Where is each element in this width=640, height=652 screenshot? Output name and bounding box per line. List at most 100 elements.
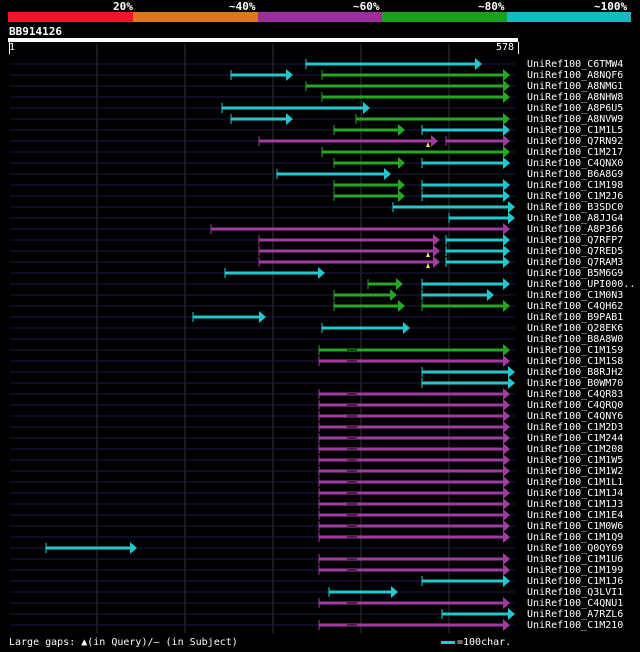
hit-label[interactable]: UniRef100_UPI000.. (527, 279, 636, 290)
legend-label-40: ~40% (229, 0, 256, 13)
hit-arrowhead (503, 256, 510, 268)
hit-label[interactable]: UniRef100_A8P366 (527, 224, 624, 235)
hit-label[interactable]: UniRef100_C1M0W6 (527, 521, 624, 532)
hit-arrowhead (503, 498, 510, 510)
hit-arrowhead (503, 80, 510, 92)
hit-label[interactable]: UniRef100_A7RZL6 (527, 609, 624, 620)
hit-arrowhead (433, 245, 440, 257)
hit-label[interactable]: UniRef100_B6A8G9 (527, 169, 624, 180)
hit-label[interactable]: UniRef100_C1M1U6 (527, 554, 624, 565)
hit-arrowhead (431, 135, 438, 147)
hit-arrowhead (503, 421, 510, 433)
hit-label[interactable]: UniRef100_C1M1L5 (527, 125, 624, 136)
hit-label[interactable]: UniRef100_B8A8W0 (527, 334, 624, 345)
hit-arrowhead (503, 520, 510, 532)
hit-arrowhead (503, 432, 510, 444)
hit-label[interactable]: UniRef100_C1M210 (527, 620, 624, 631)
hit-label[interactable]: UniRef100_C1M1E4 (527, 510, 624, 521)
hit-arrowhead (398, 190, 405, 202)
hit-label[interactable]: UniRef100_C1M1J6 (527, 576, 624, 587)
query-gap-marker (426, 252, 430, 257)
hit-arrowhead (503, 91, 510, 103)
hit-label[interactable]: UniRef100_Q28EK6 (527, 323, 624, 334)
hit-label[interactable]: UniRef100_Q7RFP7 (527, 235, 624, 246)
gap-legend: Large gaps: ▲(in Query)/— (in Subject) (9, 637, 238, 648)
scale-legend-text: =100char. (457, 637, 512, 648)
hit-label[interactable]: UniRef100_C1M2J6 (527, 191, 624, 202)
hit-label[interactable]: UniRef100_C1M1W5 (527, 455, 624, 466)
hit-label[interactable]: UniRef100_B8RJH2 (527, 367, 624, 378)
hit-arrowhead (508, 366, 515, 378)
hit-label[interactable]: UniRef100_C4QRQ0 (527, 400, 624, 411)
hit-label[interactable]: UniRef100_Q7RAM3 (527, 257, 624, 268)
hit-label[interactable]: UniRef100_C1M1W2 (527, 466, 624, 477)
hit-label[interactable]: UniRef100_Q0QY69 (527, 543, 624, 554)
hit-arrowhead (259, 311, 266, 323)
hit-arrowhead (503, 443, 510, 455)
hit-label[interactable]: UniRef100_C6TMW4 (527, 59, 624, 70)
scale-start-label: 1 (9, 42, 16, 53)
hit-arrowhead (503, 234, 510, 246)
hit-arrowhead (503, 113, 510, 125)
hit-arrowhead (508, 377, 515, 389)
hit-label[interactable]: UniRef100_C1M1S8 (527, 356, 624, 367)
hit-arrowhead (398, 124, 405, 136)
hit-arrowhead (503, 223, 510, 235)
hit-label[interactable]: UniRef100_B5M6G9 (527, 268, 624, 279)
legend-segment-40 (133, 12, 258, 22)
query-gap-marker (426, 142, 430, 147)
hit-label[interactable]: UniRef100_C1M1L1 (527, 477, 624, 488)
hit-label[interactable]: UniRef100_A8JJG4 (527, 213, 624, 224)
hit-label[interactable]: UniRef100_A8NQF6 (527, 70, 624, 81)
hit-arrowhead (503, 575, 510, 587)
hit-arrowhead (503, 388, 510, 400)
hit-label[interactable]: UniRef100_Q7RN92 (527, 136, 624, 147)
hit-label[interactable]: UniRef100_C1M199 (527, 565, 624, 576)
hit-label[interactable]: UniRef100_C1M2D3 (527, 422, 624, 433)
hit-label[interactable]: UniRef100_Q7RED5 (527, 246, 624, 257)
hit-label[interactable]: UniRef100_B0WM70 (527, 378, 624, 389)
legend-label-80: ~80% (478, 0, 505, 13)
hit-arrowhead (384, 168, 391, 180)
hit-arrowhead (391, 586, 398, 598)
hit-arrowhead (503, 531, 510, 543)
legend-label-20: 20% (113, 0, 133, 13)
hit-label[interactable]: UniRef100_C1M1S9 (527, 345, 624, 356)
identity-color-legend (8, 12, 631, 22)
hit-label[interactable]: UniRef100_A8NVW9 (527, 114, 624, 125)
hit-arrowhead (363, 102, 370, 114)
hit-label[interactable]: UniRef100_C4QNY6 (527, 411, 624, 422)
hit-arrowhead (503, 476, 510, 488)
hit-label[interactable]: UniRef100_C4QH62 (527, 301, 624, 312)
hit-label[interactable]: UniRef100_C1M208 (527, 444, 624, 455)
hit-label[interactable]: UniRef100_A8NMG1 (527, 81, 624, 92)
hit-arrowhead (398, 300, 405, 312)
hit-label[interactable]: UniRef100_C1M1Q9 (527, 532, 624, 543)
hit-arrowhead (403, 322, 410, 334)
hit-label[interactable]: UniRef100_C4QNU1 (527, 598, 624, 609)
hit-label[interactable]: UniRef100_C1M198 (527, 180, 624, 191)
hit-label[interactable]: UniRef100_C1M217 (527, 147, 624, 158)
scale-end-tick (518, 42, 519, 54)
hit-label[interactable]: UniRef100_C4QR83 (527, 389, 624, 400)
hit-arrowhead (286, 69, 293, 81)
query-id: BB914126 (9, 25, 62, 38)
hit-label[interactable]: UniRef100_A8NHW8 (527, 92, 624, 103)
hit-arrowhead (503, 69, 510, 81)
hit-arrowhead (318, 267, 325, 279)
hit-label[interactable]: UniRef100_C1M1J3 (527, 499, 624, 510)
hit-label[interactable]: UniRef100_Q3LVI1 (527, 587, 624, 598)
hit-label[interactable]: UniRef100_C1M1J4 (527, 488, 624, 499)
hit-label[interactable]: UniRef100_B3SDC0 (527, 202, 624, 213)
hit-arrowhead (508, 212, 515, 224)
hit-arrowhead (503, 355, 510, 367)
hit-label[interactable]: UniRef100_C4QNX0 (527, 158, 624, 169)
hit-arrowhead (503, 454, 510, 466)
hit-label[interactable]: UniRef100_C1M244 (527, 433, 624, 444)
legend-segment-100 (507, 12, 631, 22)
hit-arrowhead (503, 190, 510, 202)
hit-label[interactable]: UniRef100_C1M0N3 (527, 290, 624, 301)
hit-label[interactable]: UniRef100_B9PAB1 (527, 312, 624, 323)
hit-label[interactable]: UniRef100_A8P6U5 (527, 103, 624, 114)
hit-arrowhead (286, 113, 293, 125)
